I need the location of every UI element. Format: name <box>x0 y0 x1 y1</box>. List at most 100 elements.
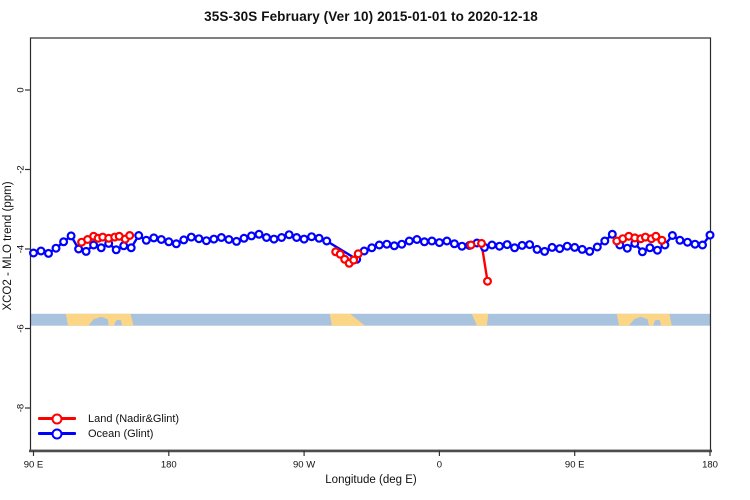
land-data-point <box>466 240 476 250</box>
legend-item-ocean: Ocean (Glint) <box>38 426 179 441</box>
map-strip-land-patch <box>471 313 489 326</box>
land-data-point <box>477 238 487 248</box>
ocean-data-point <box>434 238 444 248</box>
land-data-point <box>353 249 363 259</box>
ocean-data-point <box>179 235 189 245</box>
ocean-data-point <box>645 243 655 253</box>
ocean-data-point <box>247 231 257 241</box>
land-data-point <box>125 231 135 241</box>
x-tick-label: 0 <box>437 460 442 471</box>
ocean-data-point <box>600 236 610 246</box>
land-data-point <box>657 235 667 245</box>
ocean-data-point <box>239 233 249 243</box>
ocean-data-point <box>262 233 272 243</box>
ocean-data-point <box>427 236 437 246</box>
ocean-data-point <box>322 236 332 246</box>
ocean-data-point <box>397 239 407 249</box>
legend-label-ocean: Ocean (Glint) <box>88 427 154 440</box>
ocean-data-point <box>540 246 550 256</box>
land-data-point <box>349 255 359 265</box>
ocean-data-point <box>555 244 565 254</box>
ocean-data-point <box>367 243 377 253</box>
ocean-data-point <box>419 237 429 247</box>
legend: Land (Nadir&Glint) Ocean (Glint) <box>38 411 179 441</box>
ocean-data-point <box>675 235 685 245</box>
ocean-data-point <box>164 237 174 247</box>
ocean-data-point <box>442 236 452 246</box>
ocean-data-point <box>89 240 99 250</box>
ocean-marker-icon <box>51 428 63 439</box>
x-tick-label: 180 <box>702 460 718 471</box>
map-strip-land-patch <box>616 313 672 326</box>
ocean-data-point <box>667 231 677 241</box>
y-axis-label: XCO2 - MLO trend (ppm) <box>2 181 14 311</box>
ocean-data-point <box>66 231 76 241</box>
ocean-data-point <box>201 236 211 246</box>
ocean-data-point <box>284 230 294 240</box>
ocean-data-point <box>517 240 527 250</box>
ocean-data-point <box>547 242 557 252</box>
ocean-data-point <box>224 235 234 245</box>
ocean-data-point <box>43 248 53 258</box>
ocean-data-point <box>126 243 136 253</box>
ocean-data-point <box>457 241 467 251</box>
chart-title: 35S-30S February (Ver 10) 2015-01-01 to … <box>204 9 538 24</box>
ocean-data-point <box>622 243 632 253</box>
ocean-data-point <box>194 234 204 244</box>
y-tick-label: -4 <box>16 245 27 253</box>
ocean-data-point <box>29 248 39 258</box>
ocean-data-point <box>134 231 144 241</box>
ocean-data-point <box>570 242 580 252</box>
land-series-symbol <box>38 413 76 424</box>
land-data-point <box>483 276 493 286</box>
y-tick-label: -6 <box>16 324 27 332</box>
ocean-data-point <box>690 239 700 249</box>
map-strip-ocean <box>30 313 711 326</box>
ocean-data-point <box>254 229 264 239</box>
ocean-data-point <box>412 235 422 245</box>
ocean-data-point <box>562 241 572 251</box>
ocean-data-point <box>495 241 505 251</box>
y-tick-label: -2 <box>16 165 27 173</box>
ocean-data-point <box>652 245 662 255</box>
x-tick-label: 90 W <box>293 460 315 471</box>
y-tick-label: 0 <box>16 87 27 92</box>
land-marker-icon <box>51 413 63 424</box>
ocean-data-point <box>525 240 535 250</box>
legend-item-land: Land (Nadir&Glint) <box>38 411 179 426</box>
ocean-data-point <box>299 234 309 244</box>
ocean-data-point <box>510 243 520 253</box>
ocean-data-point <box>292 233 302 243</box>
ocean-data-point <box>51 243 61 253</box>
y-tick-label: -8 <box>16 404 27 412</box>
ocean-data-point <box>487 240 497 250</box>
ocean-data-point <box>96 243 106 253</box>
map-strip-land-patch <box>329 313 365 326</box>
ocean-data-point <box>404 236 414 246</box>
ocean-data-point <box>314 233 324 243</box>
ocean-data-point <box>532 244 542 254</box>
ocean-data-point <box>171 239 181 249</box>
ocean-data-point <box>449 239 459 249</box>
ocean-data-point <box>232 236 242 246</box>
ocean-data-point <box>585 246 595 256</box>
map-strip-land-patch <box>65 313 134 326</box>
ocean-data-point <box>81 246 91 256</box>
ocean-data-point <box>637 247 647 257</box>
ocean-data-point <box>186 232 196 242</box>
ocean-data-point <box>156 235 166 245</box>
ocean-data-point <box>502 240 512 250</box>
ocean-data-point <box>36 246 46 256</box>
ocean-data-point <box>697 240 707 250</box>
ocean-data-point <box>682 237 692 247</box>
land-data-point <box>651 231 661 241</box>
ocean-data-point <box>705 230 715 240</box>
ocean-data-point <box>389 241 399 251</box>
ocean-data-point <box>269 234 279 244</box>
ocean-data-point <box>307 232 317 242</box>
x-tick-label: 90 E <box>565 460 585 471</box>
legend-label-land: Land (Nadir&Glint) <box>88 412 180 425</box>
ocean-data-point <box>74 244 84 254</box>
ocean-data-point <box>149 233 159 243</box>
